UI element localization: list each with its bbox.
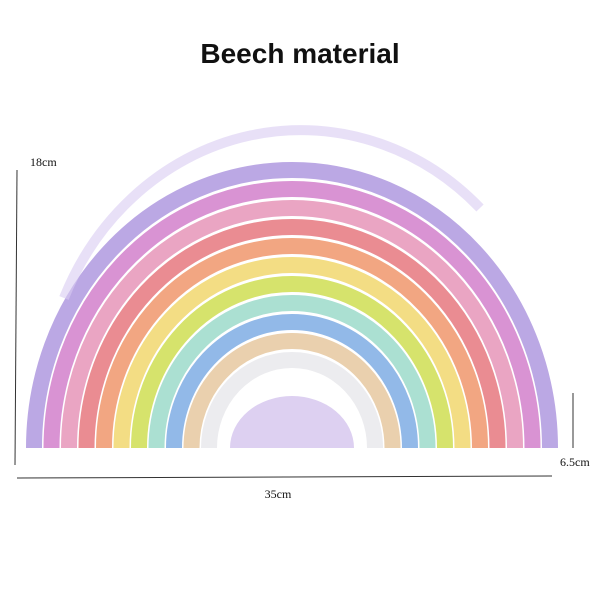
width-label: 35cm [265,487,292,501]
arch [78,219,506,449]
arch [43,181,541,449]
arch [148,295,436,449]
arch [166,314,418,449]
arch [96,238,488,449]
rainbow-stacker [26,125,558,449]
width-line [16,475,553,479]
arch [183,333,401,449]
arch [61,200,523,449]
arch [26,162,558,449]
depth-label: 6.5cm [560,455,590,469]
height-line [14,169,18,466]
arch [59,125,484,300]
arch [113,257,471,449]
arch [201,352,383,449]
height-label: 18cm [30,155,57,169]
arch [131,276,453,449]
arch [230,396,354,448]
title: Beech material [200,38,399,69]
